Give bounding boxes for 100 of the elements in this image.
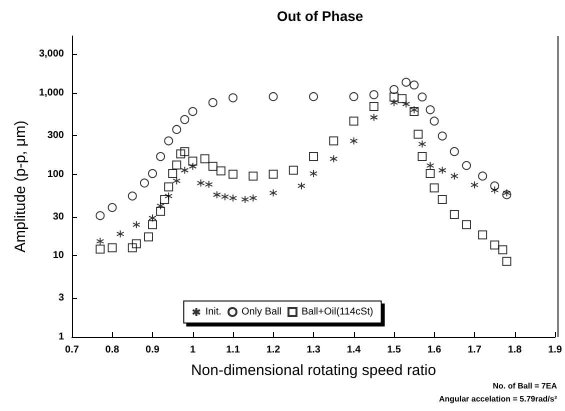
point [180, 166, 189, 174]
point [414, 130, 423, 139]
point [212, 190, 221, 199]
point [502, 256, 512, 266]
point [200, 154, 210, 164]
point [349, 116, 358, 126]
point [330, 154, 338, 163]
point [180, 147, 190, 156]
point [160, 194, 170, 204]
point [148, 214, 157, 222]
point [241, 195, 250, 204]
point [268, 92, 278, 102]
point [490, 240, 500, 250]
point [398, 94, 407, 104]
point [164, 192, 173, 200]
chart-title: Out of Phase [276, 8, 364, 24]
point [438, 132, 447, 141]
point [430, 183, 439, 192]
point [390, 98, 398, 107]
point [269, 188, 278, 197]
y-axis-title: Amplitude (p-p, μm) [12, 120, 29, 253]
point [172, 124, 182, 134]
point [220, 192, 229, 201]
point [502, 190, 512, 200]
point [309, 152, 318, 162]
point [426, 169, 435, 178]
point [462, 220, 471, 230]
point [329, 136, 338, 146]
point [418, 92, 427, 102]
point [350, 136, 358, 145]
point [196, 179, 205, 188]
point [478, 172, 488, 181]
point [168, 169, 178, 178]
text: Angular accelation = 5.79rad/s² [438, 394, 558, 404]
point [148, 169, 158, 178]
text: No. of Ball = 7EA [492, 382, 558, 390]
point [96, 244, 105, 254]
legend-label: Init. [205, 306, 222, 318]
x-tick-label: 1.3 [306, 344, 321, 356]
y-tick-label: 10 [52, 250, 64, 262]
point [268, 170, 278, 179]
x-tick-label: 1.6 [427, 344, 442, 356]
x-tick-label: 1.8 [508, 344, 522, 356]
point [426, 105, 435, 114]
point [430, 116, 439, 126]
point [108, 243, 117, 252]
point [498, 245, 508, 254]
x-tick-label: 1.5 [387, 344, 402, 356]
point [369, 90, 378, 100]
point [248, 172, 258, 181]
point [156, 202, 165, 210]
point [490, 181, 500, 190]
point [140, 178, 149, 188]
point [418, 152, 427, 162]
point [180, 115, 190, 124]
point [410, 80, 419, 90]
point [369, 102, 378, 112]
point [172, 176, 181, 185]
point [478, 230, 488, 240]
point [156, 152, 166, 162]
point [309, 92, 318, 102]
point [188, 162, 197, 170]
point [349, 92, 358, 102]
point [438, 166, 446, 174]
x-tick-label: 1.4 [346, 344, 362, 356]
point [249, 194, 258, 202]
point [128, 192, 137, 201]
point [450, 172, 458, 180]
x-tick-label: 0.9 [146, 344, 160, 356]
point [188, 107, 198, 116]
point [410, 107, 419, 116]
point [462, 161, 471, 170]
x-tick-label: 0.8 [105, 344, 120, 356]
point [108, 203, 117, 212]
point [228, 170, 238, 179]
point [370, 113, 378, 122]
y-tick-label: 3,000 [38, 48, 64, 60]
x-tick-label: 0.7 [65, 344, 80, 356]
point [288, 166, 298, 175]
y-tick-label: 1,000 [38, 87, 64, 98]
x-tick-label: 1.1 [226, 344, 240, 356]
point [132, 220, 140, 229]
y-tick-label: 1 [58, 332, 64, 342]
x-tick-label: 1.7 [468, 344, 482, 356]
point [390, 92, 399, 102]
point [132, 239, 141, 248]
point [390, 85, 399, 94]
point [172, 160, 182, 170]
point [450, 210, 459, 220]
point [188, 156, 198, 166]
point [96, 237, 104, 246]
point [297, 182, 306, 190]
point [426, 162, 434, 170]
legend-label: Ball+Oil(114cSt) [301, 306, 374, 318]
point [229, 194, 238, 202]
point [128, 243, 137, 252]
point [176, 149, 186, 158]
point [216, 166, 226, 176]
point [438, 194, 447, 204]
point [96, 211, 105, 220]
